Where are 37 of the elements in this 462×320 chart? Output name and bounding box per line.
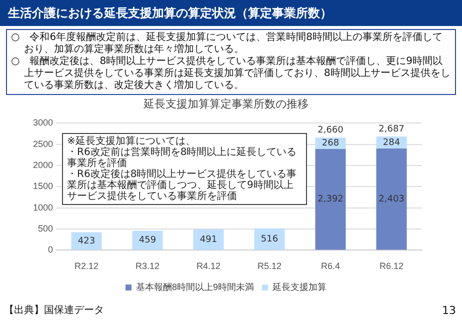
data-label: 284 [382,138,400,148]
y-tick-label: 500 [38,224,54,234]
text: 13 [442,304,456,317]
data-label: 2,403 [378,194,404,204]
total-label: 2,660 [318,125,344,136]
y-tick-label: 3000 [32,118,54,128]
bar [315,148,346,250]
annotation: ・R6改定後は8時間以上サービス提供をしている事業所は基本報酬で評価しつつ、延長して9時間以上サービス提供をしている事業所を評価 [67,169,298,202]
annotation: ・R6改定前は営業時間を8時間以上に延長している事業所を評価 [67,147,298,170]
text: ○ 報酬改定後は、8時間以上サービス提供をしている事業所は基本報酬で評価し、更に9時間以上サービス提供をしている事業所は延長支援加算で評価しており、8時間以上サービス提供をしている事業所数は、改定後大きく増加している。 [11,56,451,92]
data-label: 491 [200,234,218,245]
y-tick-label: 1500 [32,181,54,192]
data-label: 268 [322,138,340,149]
legend-label: 基本報酬8時間以上9時間未満 [136,282,254,292]
x-tick-label: R5.12 [257,261,282,272]
y-tick-label: 1000 [32,202,54,212]
annotation: ※延長支援加算については、 [67,136,196,148]
y-tick-label: 0 [48,244,54,255]
total-label: 2,687 [378,124,404,134]
legend-label: 延長支援加算 [272,282,327,292]
data-label: 423 [78,236,96,246]
bar [376,148,407,250]
data-label: 459 [138,236,156,246]
x-tick-label: R6.12 [379,261,404,272]
text: 【出典】国保連データ [4,304,104,317]
text: ○ 令和6年度報酬改定前は、延長支援加算については、営業時間8時間以上の事業所を評価しており、加算の算定事業所数は年々増加している。 [11,32,444,56]
x-tick-label: R6.4 [321,261,340,272]
bar [254,228,285,250]
x-tick-label: R3.12 [136,261,160,272]
chart-subtitle: 延長支援加算算定事業所数の推移 [142,98,308,111]
data-label: 2,392 [318,194,344,205]
x-tick-label: R4.12 [196,261,221,272]
data-label: 516 [260,234,278,244]
y-tick-label: 2000 [32,160,54,170]
y-tick-label: 2500 [32,138,54,149]
chart-title: 生活介護における延長支援加算の算定状況（算定事業所数） [0,0,462,26]
x-tick-label: R2.12 [74,261,99,272]
